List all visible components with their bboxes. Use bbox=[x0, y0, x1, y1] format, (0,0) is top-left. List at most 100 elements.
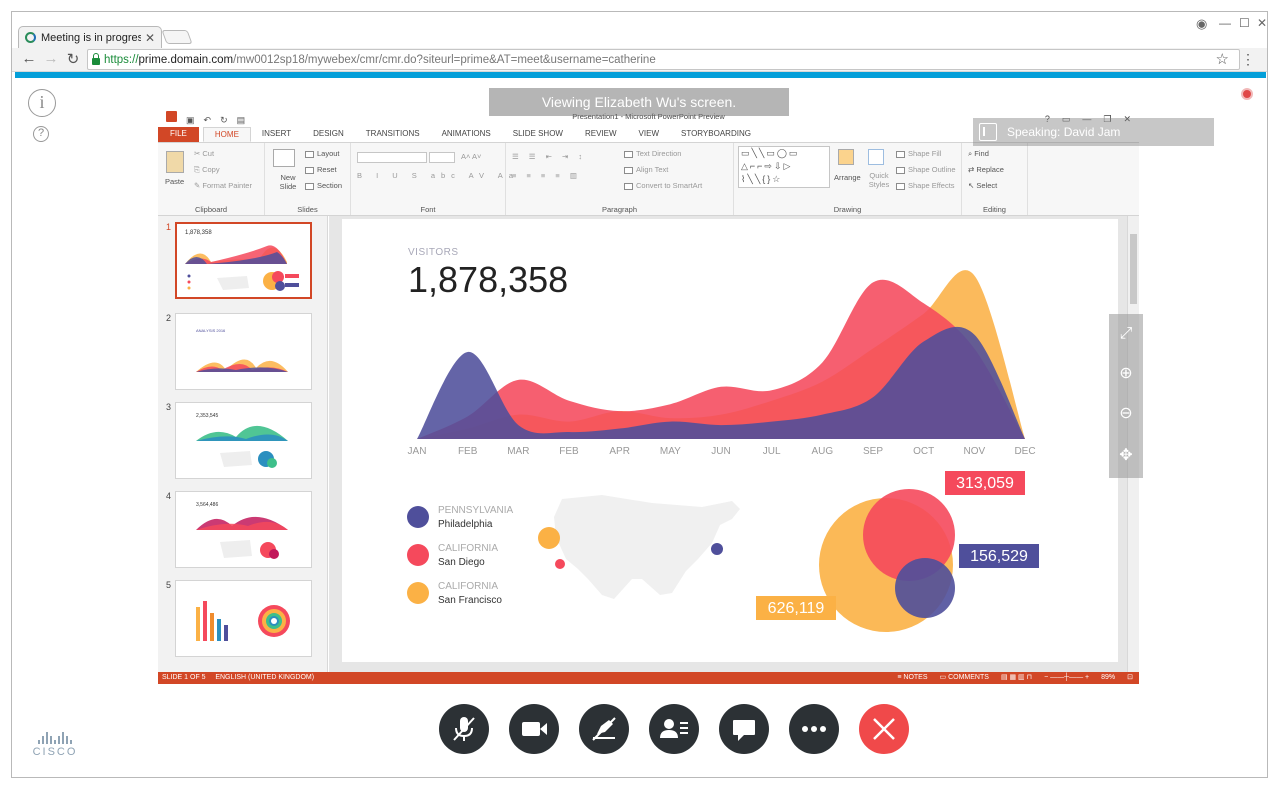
ribbon-display-icon[interactable]: ▭ bbox=[1061, 114, 1071, 124]
tab-home[interactable]: HOME bbox=[202, 127, 251, 142]
slide-thumbnail-5[interactable] bbox=[175, 580, 312, 657]
slide-counter: SLIDE 1 OF 5 bbox=[162, 674, 206, 681]
zoom-level[interactable]: 89% bbox=[1101, 674, 1116, 681]
bubble-tag-bg bbox=[756, 596, 836, 620]
cut-button[interactable]: ✂ Cut bbox=[194, 149, 215, 158]
map-marker-san-francisco[interactable] bbox=[538, 527, 560, 549]
view-buttons[interactable]: ▤ ▦ ▥ ⊓ bbox=[1000, 674, 1033, 681]
align-buttons[interactable]: ≡ ≡ ≡ ≡ ▥ bbox=[512, 171, 581, 180]
more-options-button[interactable] bbox=[789, 704, 839, 754]
minimize-window-icon[interactable]: — bbox=[1219, 16, 1231, 30]
tab-animations[interactable]: ANIMATIONS bbox=[441, 129, 491, 138]
browser-tab[interactable]: Meeting is in progress... ✕ bbox=[18, 26, 162, 48]
participants-button[interactable] bbox=[649, 704, 699, 754]
profile-icon[interactable]: ◉ bbox=[1196, 16, 1208, 31]
slides-group-label: Slides bbox=[297, 205, 318, 214]
select-button[interactable]: ↖ Select bbox=[968, 181, 998, 190]
tab-view[interactable]: VIEW bbox=[638, 129, 659, 138]
back-arrow-icon[interactable]: ← bbox=[21, 50, 37, 67]
shape-fill-button[interactable]: Shape Fill bbox=[896, 149, 941, 158]
tab-insert[interactable]: INSERT bbox=[261, 129, 292, 138]
map-marker-san-diego[interactable] bbox=[555, 559, 565, 569]
ppt-help-icon[interactable]: ? bbox=[1044, 114, 1050, 124]
tab-slide-show[interactable]: SLIDE SHOW bbox=[512, 129, 563, 138]
zoom-in-icon[interactable]: ⊕ bbox=[1119, 365, 1133, 382]
language-indicator[interactable]: ENGLISH (UNITED KINGDOM) bbox=[215, 674, 315, 681]
recording-indicator-icon[interactable] bbox=[1241, 88, 1253, 100]
tab-storyboarding[interactable]: STORYBOARDING bbox=[681, 129, 751, 138]
list-buttons[interactable]: ☰ ☰ ⇤ ⇥ ↕ bbox=[512, 152, 587, 161]
fullscreen-icon[interactable]: ⤢ bbox=[1119, 325, 1133, 342]
reset-button[interactable]: Reset bbox=[305, 165, 337, 174]
replace-button[interactable]: ⇄ Replace bbox=[968, 165, 1004, 174]
collapse-panel-icon[interactable] bbox=[979, 123, 997, 141]
legend-state: PENNSYLVANIA bbox=[438, 505, 514, 516]
editing-group: ⌕ Find ⇄ Replace ↖ Select Editing bbox=[962, 143, 1028, 215]
convert-smartart-button[interactable]: Convert to SmartArt bbox=[624, 181, 702, 190]
share-content-button[interactable] bbox=[579, 704, 629, 754]
arrange-button[interactable]: Arrange bbox=[834, 173, 861, 182]
browser-menu-icon[interactable]: ⋮ bbox=[1241, 51, 1255, 67]
help-icon[interactable]: ? bbox=[33, 126, 49, 142]
address-bar[interactable]: https://prime.domain.com/mw0012sp18/mywe… bbox=[87, 49, 1240, 70]
font-size-combo[interactable] bbox=[429, 152, 455, 163]
slide-thumbnail-2[interactable]: ANALYSIS 2016 bbox=[175, 313, 312, 390]
scrollbar-thumb[interactable] bbox=[1130, 234, 1137, 304]
align-text-button[interactable]: Align Text bbox=[624, 165, 668, 174]
tab-transitions[interactable]: TRANSITIONS bbox=[365, 129, 420, 138]
notes-button[interactable]: ≡ NOTES bbox=[897, 674, 928, 681]
info-icon[interactable]: i bbox=[28, 89, 56, 117]
save-icon[interactable]: ▣ bbox=[186, 115, 195, 125]
ppt-restore-icon[interactable]: ❐ bbox=[1103, 114, 1112, 124]
shape-outline-button[interactable]: Shape Outline bbox=[896, 165, 956, 174]
forward-arrow-icon[interactable]: → bbox=[43, 50, 59, 67]
maximize-window-icon[interactable]: ☐ bbox=[1239, 16, 1250, 30]
paste-button[interactable]: Paste bbox=[165, 177, 185, 186]
video-button[interactable] bbox=[509, 704, 559, 754]
bookmark-star-icon[interactable]: ☆ bbox=[1215, 51, 1229, 68]
x-tick-label: JUL bbox=[763, 446, 781, 457]
thumb-number: 2 bbox=[166, 313, 172, 323]
new-tab-button[interactable] bbox=[161, 30, 193, 44]
zoom-slider[interactable]: − ——┼—— + bbox=[1044, 674, 1090, 681]
tab-review[interactable]: REVIEW bbox=[584, 129, 617, 138]
status-right: ≡ NOTES ▭ COMMENTS ▤ ▦ ▥ ⊓ − ——┼—— + 89%… bbox=[897, 672, 1133, 684]
zoom-out-icon[interactable]: ⊖ bbox=[1119, 405, 1133, 422]
ppt-minimize-icon[interactable]: — bbox=[1082, 114, 1092, 124]
shape-effects-button[interactable]: Shape Effects bbox=[896, 181, 955, 190]
slide-thumbnail-1[interactable]: 1,878,358 bbox=[175, 222, 312, 299]
redo-icon[interactable]: ↻ bbox=[220, 115, 228, 125]
undo-icon[interactable]: ↶ bbox=[203, 115, 212, 125]
tab-file[interactable]: FILE bbox=[158, 127, 199, 142]
new-slide-button[interactable]: New Slide bbox=[279, 173, 297, 191]
ppt-close-icon[interactable]: ✕ bbox=[1123, 114, 1131, 124]
section-button[interactable]: Section bbox=[305, 181, 342, 190]
layout-button[interactable]: Layout bbox=[305, 149, 340, 158]
font-format-buttons[interactable]: B I U S abc AV Aa bbox=[357, 171, 519, 180]
format-painter-button[interactable]: ✎ Format Painter bbox=[194, 181, 252, 190]
pan-move-icon[interactable]: ✥ bbox=[1119, 447, 1133, 464]
quick-styles-button[interactable]: Quick Styles bbox=[868, 171, 890, 189]
chat-button[interactable] bbox=[719, 704, 769, 754]
fit-slide-icon[interactable]: ⊡ bbox=[1127, 674, 1133, 681]
bubble-tag-bg bbox=[945, 471, 1025, 495]
visitors-value: 1,878,358 bbox=[408, 259, 569, 300]
shapes-gallery[interactable]: ▭╲╲▭◯▭ △⌐⌐⇨⇩▷ ⌇╲╲{}☆ bbox=[738, 146, 830, 188]
map-marker-philadelphia[interactable] bbox=[711, 543, 723, 555]
grow-font-icon[interactable]: A˄ A˅ bbox=[461, 152, 482, 161]
find-button[interactable]: ⌕ Find bbox=[968, 149, 989, 158]
close-tab-icon[interactable]: ✕ bbox=[144, 30, 155, 45]
slide-thumbnail-4[interactable]: 3,564,486 bbox=[175, 491, 312, 568]
end-meeting-button[interactable] bbox=[859, 704, 909, 754]
close-window-icon[interactable]: ✕ bbox=[1257, 16, 1268, 30]
font-name-combo[interactable] bbox=[357, 152, 427, 163]
copy-button[interactable]: ⎘ Copy bbox=[194, 165, 220, 174]
current-slide[interactable]: VISITORS 1,878,358 JAN FEB MAR FEB APR MAY JUN… bbox=[342, 219, 1118, 662]
reload-icon[interactable]: ↻ bbox=[66, 51, 80, 68]
start-slideshow-icon[interactable]: ▤ bbox=[236, 115, 246, 125]
tab-design[interactable]: DESIGN bbox=[313, 129, 344, 138]
comments-button[interactable]: ▭ COMMENTS bbox=[939, 674, 989, 681]
slide-thumbnail-3[interactable]: 2,353,545 bbox=[175, 402, 312, 479]
mute-button[interactable] bbox=[439, 704, 489, 754]
text-direction-button[interactable]: Text Direction bbox=[624, 149, 681, 158]
